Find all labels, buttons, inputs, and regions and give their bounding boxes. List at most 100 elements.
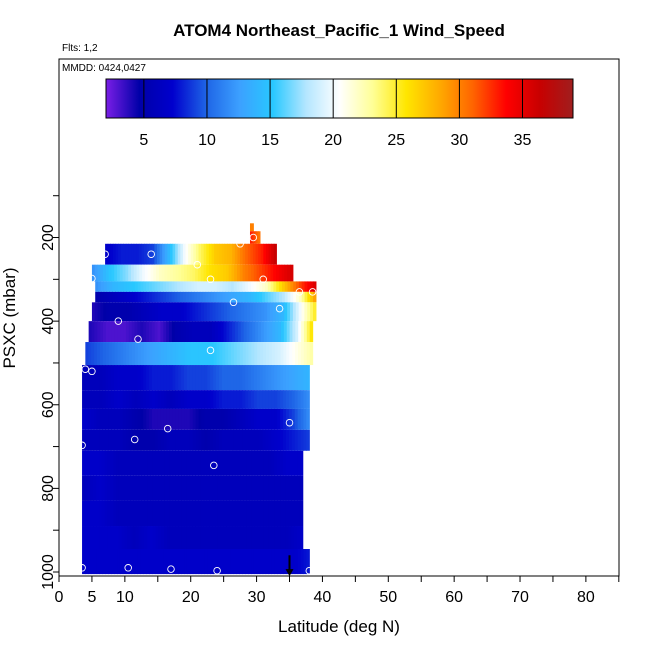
heatmap-cell [250, 264, 255, 282]
heatmap-cell [277, 429, 281, 451]
heatmap-cell [195, 429, 200, 451]
heatmap-cell [259, 429, 264, 451]
heatmap-cell [239, 264, 244, 282]
heatmap-cell [137, 281, 142, 292]
colorbar-tick-label: 25 [387, 132, 405, 149]
heatmap-cell [147, 500, 151, 527]
heatmap-cell [84, 408, 89, 430]
heatmap-cell [279, 281, 283, 292]
heatmap-cell [195, 243, 200, 265]
heatmap-cell [256, 281, 260, 292]
heatmap-cell [178, 365, 182, 391]
heatmap-cell [203, 302, 208, 322]
heatmap-cell [149, 429, 153, 451]
heatmap-cell [140, 302, 145, 322]
heatmap-cell [104, 500, 109, 527]
heatmap-cell [199, 281, 204, 292]
heatmap-cell [276, 264, 280, 282]
heatmap-cell [201, 365, 205, 391]
heatmap-cell [212, 526, 216, 550]
heatmap-cell [295, 342, 299, 366]
heatmap-cell [183, 450, 188, 476]
heatmap-cell [178, 549, 182, 575]
heatmap-cell [102, 321, 107, 343]
heatmap-cell [195, 264, 199, 282]
heatmap-cell [255, 321, 259, 343]
heatmap-cell [154, 390, 159, 409]
sample-marker [305, 518, 314, 526]
heatmap-cell [299, 526, 304, 550]
heatmap-cell [164, 475, 168, 501]
heatmap-cell [291, 408, 296, 430]
heatmap-cell [198, 526, 202, 550]
heatmap-cell [103, 291, 108, 303]
heatmap-cell [240, 321, 245, 343]
heatmap-cell [288, 500, 292, 527]
heatmap-cell [253, 281, 258, 292]
heatmap-cell [113, 500, 117, 527]
heatmap-cell [157, 321, 162, 343]
heatmap-cell [128, 390, 133, 409]
heatmap-cell [99, 390, 104, 409]
sample-marker [124, 564, 132, 572]
heatmap-cell [119, 365, 124, 391]
heatmap-cell [178, 302, 182, 322]
heatmap-cell [294, 526, 298, 550]
heatmap-cell [91, 264, 96, 282]
heatmap-cell [108, 408, 112, 430]
heatmap-cell [237, 526, 242, 550]
sample-marker [236, 240, 244, 248]
heatmap-cell [233, 365, 238, 391]
heatmap-cell [224, 549, 229, 575]
heatmap-cell [220, 264, 224, 282]
heatmap-cell [125, 365, 130, 391]
heatmap-cell [231, 342, 235, 366]
heatmap-cell [271, 342, 276, 366]
heatmap-cell [110, 475, 114, 501]
heatmap-cell [270, 281, 275, 292]
heatmap-cell [278, 264, 283, 282]
heatmap-cell [283, 429, 287, 451]
heatmap-cell [274, 450, 278, 476]
heatmap-cell [280, 342, 285, 366]
heatmap-cell [260, 475, 264, 501]
heatmap-cell [109, 302, 113, 322]
heatmap-cell [251, 500, 256, 527]
heatmap-cell [292, 321, 296, 343]
heatmap-cell [227, 429, 232, 451]
heatmap-cell [233, 408, 238, 430]
heatmap-cell [234, 475, 239, 501]
heatmap-cell [102, 429, 106, 451]
heatmap-cell [157, 408, 162, 430]
heatmap-cell [131, 365, 136, 391]
heatmap-cell [146, 365, 150, 391]
heatmap-cell [268, 365, 272, 391]
heatmap-cell [96, 429, 101, 451]
heatmap-cell [96, 475, 100, 501]
heatmap-cell [216, 429, 220, 451]
heatmap-cell [180, 321, 184, 343]
heatmap-cell [168, 281, 173, 292]
heatmap-cell [262, 281, 266, 292]
heatmap-cell [129, 291, 133, 303]
heatmap-cell [206, 526, 210, 550]
heatmap-cell [201, 429, 205, 451]
heatmap-cell [274, 500, 278, 527]
heatmap-cell [101, 450, 106, 476]
heatmap-cell [98, 291, 102, 303]
heatmap-cell [286, 342, 290, 366]
heatmap-cell [166, 365, 171, 391]
heatmap-cell [124, 475, 128, 501]
heatmap-cell [97, 342, 101, 366]
heatmap-cell [130, 526, 134, 550]
heatmap-cell [233, 390, 238, 409]
heatmap-cell [186, 390, 191, 409]
heatmap-cell [283, 342, 287, 366]
heatmap-cell [110, 243, 114, 265]
heatmap-cell [265, 500, 270, 527]
heatmap-cell [301, 291, 306, 303]
heatmap-cell [285, 450, 290, 476]
sample-marker [167, 565, 175, 573]
heatmap-cell [267, 291, 272, 303]
heatmap-cell [274, 549, 278, 575]
